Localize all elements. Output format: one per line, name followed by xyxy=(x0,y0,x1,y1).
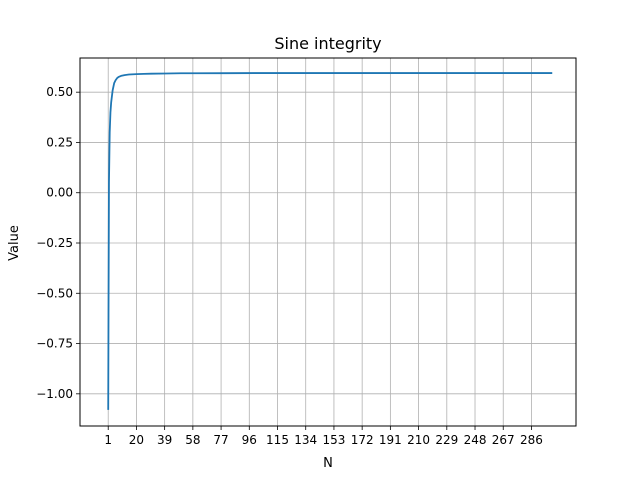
x-tick-label: 77 xyxy=(213,433,228,447)
x-tick-label: 248 xyxy=(464,433,487,447)
x-tick-label: 229 xyxy=(435,433,458,447)
x-tick-label: 286 xyxy=(520,433,543,447)
series-layer xyxy=(107,72,553,410)
y-axis-label: Value xyxy=(7,225,22,261)
y-tick-label: −1.00 xyxy=(36,387,73,401)
x-axis-label: N xyxy=(323,456,333,471)
y-tick-label: −0.25 xyxy=(36,236,73,250)
x-tick-label: 172 xyxy=(351,433,374,447)
x-axis-ticks: 1 20 39 58 77 96 115 134 153 172 191 210 229 248 267 28… xyxy=(104,426,543,447)
y-tick-label: 0.00 xyxy=(46,186,73,200)
chart-title: Sine integrity xyxy=(274,34,381,53)
grid xyxy=(80,58,576,426)
x-tick-label: 210 xyxy=(407,433,430,447)
x-tick-label: 58 xyxy=(185,433,200,447)
x-tick-label: 20 xyxy=(129,433,144,447)
x-tick-label: 39 xyxy=(157,433,172,447)
plot-frame xyxy=(79,57,577,427)
y-tick-label: −0.75 xyxy=(36,337,73,351)
x-tick-label: 115 xyxy=(266,433,289,447)
x-tick-label: 153 xyxy=(322,433,345,447)
y-tick-label: 0.50 xyxy=(46,85,73,99)
y-tick-label: −0.50 xyxy=(36,286,73,300)
x-tick-label: 1 xyxy=(104,433,112,447)
x-tick-label: 96 xyxy=(242,433,257,447)
series-line xyxy=(107,72,553,410)
y-axis-ticks: −1.00 −0.75 −0.50 −0.25 0.00 0.25 0.50 xyxy=(36,85,80,401)
x-tick-label: 134 xyxy=(294,433,317,447)
y-tick-label: 0.25 xyxy=(46,135,73,149)
x-tick-label: 267 xyxy=(492,433,515,447)
x-tick-label: 191 xyxy=(379,433,402,447)
